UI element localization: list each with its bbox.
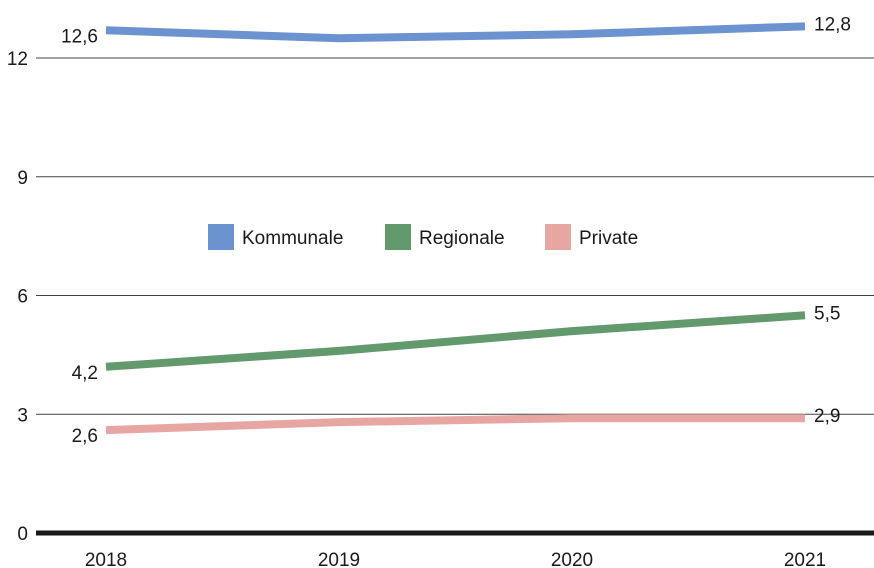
- x-tick-label: 2020: [551, 550, 593, 568]
- series-line-private: [105, 414, 805, 435]
- series-line-kommunale: [105, 22, 806, 43]
- series-line-regionale: [105, 311, 806, 371]
- legend-label-private: Private: [579, 228, 638, 249]
- y-axis-ticks: 0 3 6 9 12: [7, 49, 28, 545]
- y-tick-label: 6: [17, 287, 28, 308]
- y-tick-label: 9: [17, 168, 28, 189]
- legend: Kommunale Regionale Private: [208, 224, 638, 250]
- x-tick-label: 2021: [784, 550, 826, 568]
- legend-swatch-regionale: [385, 224, 411, 250]
- legend-label-regionale: Regionale: [419, 228, 505, 249]
- gridlines: [36, 57, 874, 536]
- data-label: 4,2: [72, 363, 98, 384]
- y-tick-label: 0: [17, 524, 28, 545]
- legend-label-kommunale: Kommunale: [242, 228, 343, 249]
- data-label: 12,6: [61, 26, 98, 47]
- x-tick-label: 2018: [85, 550, 127, 568]
- data-label: 12,8: [814, 14, 851, 35]
- x-axis-ticks: 2018 2019 2020 2021: [85, 550, 826, 568]
- y-tick-label: 3: [17, 405, 28, 426]
- y-tick-label: 12: [7, 49, 28, 70]
- legend-swatch-private: [545, 224, 571, 250]
- x-tick-label: 2019: [318, 550, 360, 568]
- data-labels: 12,6 12,8 4,2 5,5 2,6 2,9: [61, 14, 851, 447]
- data-label: 2,9: [814, 406, 840, 427]
- data-label: 2,6: [72, 426, 98, 447]
- series-lines: [105, 22, 806, 435]
- data-label: 5,5: [814, 303, 840, 324]
- legend-swatch-kommunale: [208, 224, 234, 250]
